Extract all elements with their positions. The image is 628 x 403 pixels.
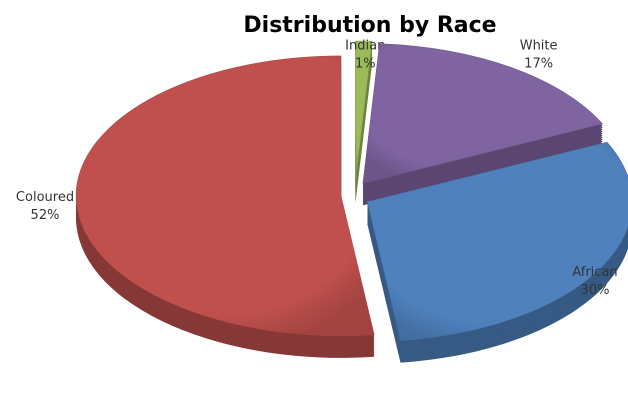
slice-label: African	[572, 265, 617, 280]
slice	[355, 40, 373, 182]
slice-value: 30%	[581, 283, 610, 298]
slice-label: White	[520, 39, 558, 54]
slice-label: Coloured	[16, 190, 74, 205]
slice-value: 1%	[355, 57, 376, 72]
slice-value: 52%	[31, 208, 60, 223]
slice-value: 17%	[524, 57, 553, 72]
slice-label: Indian	[345, 39, 385, 54]
slice	[366, 141, 628, 341]
chart-title: Distribution by Race	[243, 13, 496, 38]
slice	[75, 55, 375, 337]
slice	[362, 43, 604, 184]
